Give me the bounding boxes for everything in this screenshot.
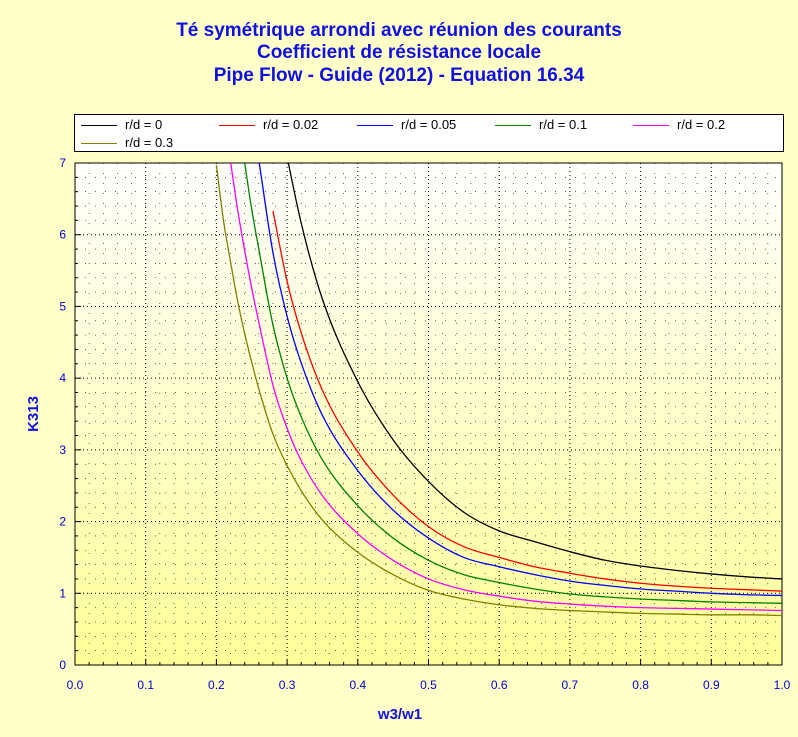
chart-title-line-2: Coefficient de résistance locale — [256, 42, 542, 63]
legend-label: r/d = 0.2 — [677, 117, 726, 132]
y-tick-label: 2 — [59, 515, 66, 529]
legend-item: r/d = 0.1 — [495, 116, 587, 134]
y-tick-label: 7 — [59, 156, 66, 170]
legend-swatch — [81, 125, 117, 127]
x-tick-label: 1.0 — [774, 678, 791, 692]
y-tick-label: 5 — [59, 299, 66, 313]
legend-label: r/d = 0.1 — [539, 117, 588, 132]
legend-item: r/d = 0.3 — [81, 134, 173, 152]
y-tick-label: 3 — [59, 443, 66, 457]
legend-item: r/d = 0.02 — [219, 116, 318, 134]
y-axis-label: K313 — [25, 396, 42, 432]
legend-swatch — [219, 125, 255, 127]
legend-label: r/d = 0.3 — [125, 135, 174, 150]
legend-swatch — [495, 125, 531, 127]
x-tick-label: 0.9 — [703, 678, 720, 692]
y-tick-label: 6 — [59, 228, 66, 242]
legend-label: r/d = 0.05 — [401, 117, 457, 132]
x-tick-label: 0.2 — [208, 678, 225, 692]
x-tick-label: 0.8 — [632, 678, 649, 692]
legend-label: r/d = 0.02 — [263, 117, 319, 132]
series-line — [287, 163, 782, 580]
legend-label: r/d = 0 — [125, 117, 163, 132]
legend-item: r/d = 0.05 — [357, 116, 456, 134]
grid — [74, 162, 783, 666]
legend: r/d = 0 r/d = 0.02 r/d = 0.05 r/d = 0.1 r/d … — [74, 114, 784, 152]
series-lines — [215, 163, 782, 617]
series-line — [215, 165, 782, 617]
y-tick-label: 4 — [59, 371, 66, 385]
x-axis-label: w3/w1 — [377, 706, 422, 723]
series-line — [244, 163, 782, 604]
legend-item: r/d = 0 — [81, 116, 162, 134]
plot-area — [74, 162, 783, 666]
axes — [74, 162, 783, 666]
tick-labels: 0.0 0.1 0.2 0.3 0.4 0.5 0.6 0.7 0.8 0.9 1.0 0 1 2 3 4 5 6… — [59, 156, 790, 692]
x-tick-label: 0.3 — [279, 678, 296, 692]
series-line — [230, 163, 782, 612]
legend-swatch — [633, 125, 669, 127]
y-tick-label: 0 — [59, 658, 66, 672]
x-tick-label: 0.7 — [562, 678, 579, 692]
series-line — [272, 210, 782, 592]
y-tick-label: 1 — [59, 586, 66, 600]
series-line — [258, 163, 782, 597]
x-tick-label: 0.0 — [67, 678, 84, 692]
legend-swatch — [81, 143, 117, 145]
legend-swatch — [357, 125, 393, 127]
chart-title-line-1: Té symétrique arrondi avec réunion des c… — [176, 20, 622, 41]
x-tick-label: 0.4 — [349, 678, 366, 692]
x-tick-label: 0.6 — [491, 678, 508, 692]
legend-item: r/d = 0.2 — [633, 116, 725, 134]
chart-title-line-3: Pipe Flow - Guide (2012) - Equation 16.3… — [213, 65, 585, 86]
x-tick-label: 0.5 — [420, 678, 437, 692]
x-tick-label: 0.1 — [137, 678, 154, 692]
